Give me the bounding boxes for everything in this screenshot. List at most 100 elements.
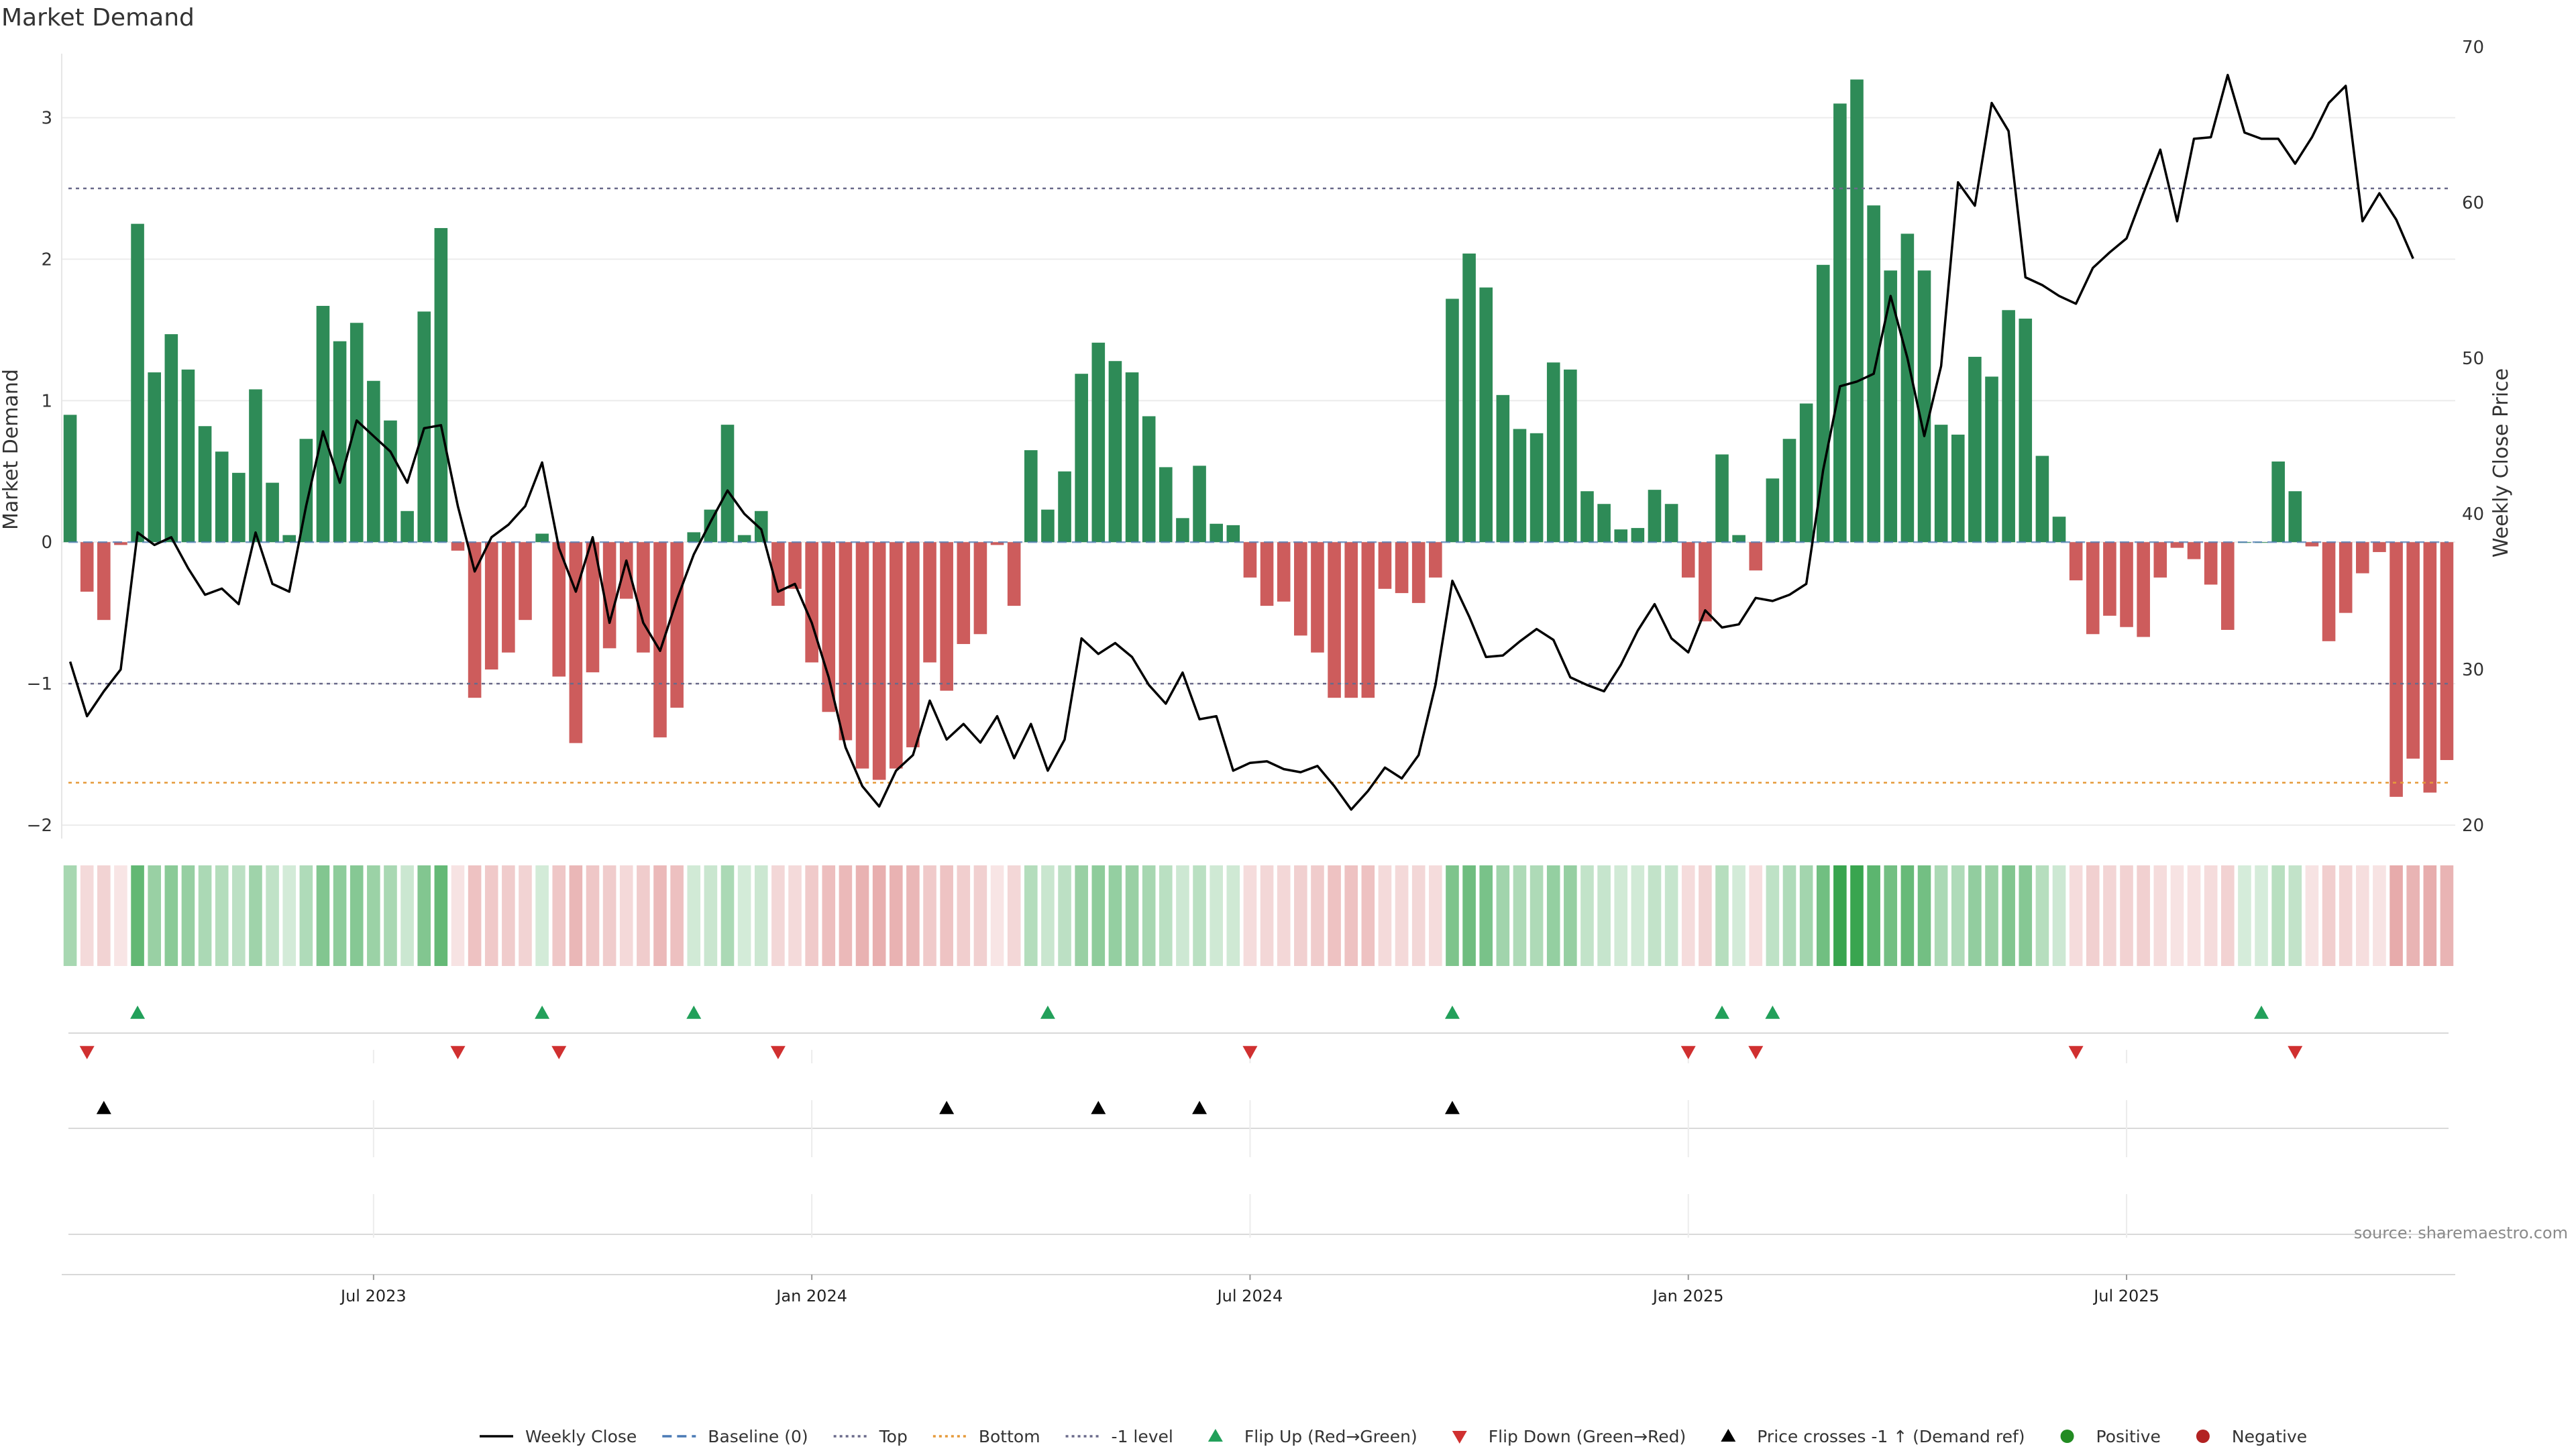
strip-cell	[502, 865, 515, 966]
strip-cell	[1951, 865, 1965, 966]
strip-cell	[586, 865, 600, 966]
demand-bar	[822, 542, 836, 712]
demand-bar	[164, 334, 178, 543]
strip-cell	[2170, 865, 2184, 966]
signal-markers	[68, 1006, 2449, 1238]
demand-bar	[602, 542, 616, 649]
strip-cell	[468, 865, 482, 966]
demand-bar	[737, 535, 751, 543]
demand-bar	[1732, 535, 1746, 543]
demand-bar	[720, 425, 735, 543]
strip-cell	[2187, 865, 2201, 966]
demand-bar	[451, 542, 465, 551]
demand-bar	[2153, 542, 2167, 578]
demand-bar	[1951, 434, 1965, 543]
strip-cell	[1125, 865, 1139, 966]
demand-bar	[148, 372, 161, 543]
demand-bar	[754, 511, 768, 543]
demand-bar	[535, 533, 549, 543]
strip-cell	[1782, 865, 1796, 966]
flip-up-marker	[1765, 1006, 1780, 1019]
strip-cell	[1294, 865, 1307, 966]
strip-cell	[653, 865, 667, 966]
demand-bar	[1597, 504, 1611, 543]
x-tick-label: Jul 2024	[1216, 1287, 1283, 1305]
demand-bar	[2440, 542, 2454, 760]
demand-bar	[2356, 542, 2369, 574]
demand-bar	[872, 542, 886, 780]
flip-up-marker	[2254, 1006, 2269, 1019]
strip-cell	[114, 865, 127, 966]
demand-bar	[367, 380, 380, 543]
demand-bar	[839, 542, 853, 741]
strip-cell	[839, 865, 853, 966]
strip-cell	[1884, 865, 1898, 966]
demand-bar	[400, 511, 414, 543]
strip-cell	[2406, 865, 2420, 966]
strip-cell	[2137, 865, 2150, 966]
strip-cell	[1732, 865, 1746, 966]
strip-cell	[1917, 865, 1931, 966]
legend-label: -1 level	[1112, 1427, 1173, 1446]
demand-bar	[1395, 542, 1409, 594]
strip-cell	[1210, 865, 1223, 966]
strip-cell	[1142, 865, 1156, 966]
strip-cell	[1614, 865, 1628, 966]
demand-bar	[637, 542, 650, 653]
flip-down-marker	[2068, 1046, 2084, 1059]
demand-bar	[1277, 542, 1291, 602]
demand-bar	[1176, 518, 1189, 543]
demand-bar	[653, 542, 667, 738]
demand-bar	[1125, 372, 1139, 543]
demand-bar	[1648, 490, 1662, 543]
strip-cell	[1361, 865, 1375, 966]
strip-cell	[2390, 865, 2403, 966]
demand-bar	[519, 542, 532, 621]
demand-bar	[1681, 542, 1695, 578]
demand-bar	[1479, 287, 1493, 543]
strip-cell	[1513, 865, 1527, 966]
demand-heat-strip	[63, 865, 2454, 966]
strip-cell	[1766, 865, 1780, 966]
demand-bar	[1900, 233, 1915, 543]
demand-bar	[973, 542, 987, 635]
strip-cell	[80, 865, 94, 966]
strip-cell	[2052, 865, 2066, 966]
legend-label: Weekly Close	[525, 1427, 637, 1446]
legend-label: Bottom	[979, 1427, 1040, 1446]
strip-cell	[1529, 865, 1544, 966]
demand-bar	[2170, 542, 2184, 548]
demand-bar	[552, 542, 566, 677]
strip-cell	[519, 865, 532, 966]
y2-tick-label: 50	[2462, 349, 2484, 369]
demand-bar	[1985, 376, 1998, 543]
demand-bar	[1108, 361, 1122, 543]
demand-bar	[80, 542, 94, 592]
strip-cell	[1462, 865, 1476, 966]
strip-cell	[148, 865, 161, 966]
demand-bar	[2406, 542, 2420, 759]
demand-bar	[2288, 491, 2302, 543]
demand-bar	[1631, 528, 1645, 543]
demand-bar	[1159, 467, 1173, 543]
strip-cell	[704, 865, 718, 966]
demand-bar	[384, 420, 397, 543]
demand-bar	[889, 542, 903, 769]
demand-bar	[2339, 542, 2353, 613]
price-cross-marker	[96, 1101, 111, 1114]
demand-bar	[923, 542, 936, 663]
demand-bar	[2204, 542, 2218, 585]
demand-bar	[2019, 318, 2033, 543]
strip-cell	[737, 865, 751, 966]
demand-bar	[1833, 103, 1847, 543]
strip-cell	[1328, 865, 1341, 966]
strip-cell	[215, 865, 229, 966]
strip-cell	[2255, 865, 2268, 966]
strip-cell	[720, 865, 735, 966]
demand-bar	[1243, 542, 1257, 578]
strip-cell	[484, 865, 498, 966]
x-tick-label: Jan 2025	[1652, 1287, 1724, 1305]
demand-bar	[2423, 542, 2437, 793]
strip-cell	[198, 865, 212, 966]
y-tick-label: 0	[41, 533, 52, 553]
